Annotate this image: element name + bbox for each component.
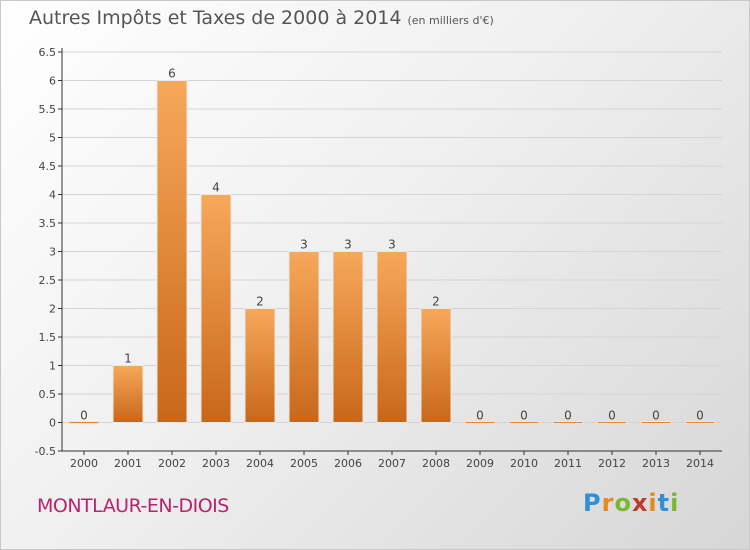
x-tick-label: 2006: [334, 457, 362, 470]
bar: [376, 251, 408, 423]
y-tick-label: 6: [49, 75, 56, 88]
x-tick-label: 2010: [510, 457, 538, 470]
y-tick-label: 1.5: [39, 331, 57, 344]
bar: [640, 421, 672, 424]
y-tick-label: 5.5: [39, 103, 57, 116]
commune-name: MONTLAUR-EN-DIOIS: [37, 495, 229, 517]
bar: [288, 251, 320, 423]
x-tick-label: 2000: [70, 457, 98, 470]
bar: [420, 308, 452, 423]
x-tick-label: 2014: [686, 457, 714, 470]
data-label: 3: [388, 238, 396, 252]
y-tick-label: 4: [49, 189, 56, 202]
y-tick-label: -0.5: [35, 445, 56, 458]
data-label: 2: [256, 295, 264, 309]
bar: [244, 308, 276, 423]
x-tick-label: 2004: [246, 457, 274, 470]
y-tick-label: 5: [49, 132, 56, 145]
y-tick-label: 3.5: [39, 217, 57, 230]
x-tick-label: 2013: [642, 457, 670, 470]
y-tick-label: 2: [49, 303, 56, 316]
x-tick-label: 2008: [422, 457, 450, 470]
data-label: 3: [300, 238, 308, 252]
y-tick-label: 6.5: [39, 46, 57, 59]
logo-letter: i: [670, 489, 680, 517]
y-tick-label: 2.5: [39, 274, 57, 287]
data-label: 0: [696, 409, 704, 423]
logo-letter: t: [657, 489, 671, 517]
data-label: 0: [476, 409, 484, 423]
x-tick-label: 2005: [290, 457, 318, 470]
bar: [112, 365, 144, 423]
logo-letter: i: [648, 489, 658, 517]
chart-title-unit: (en milliers d'€): [407, 14, 494, 27]
bar: [200, 194, 232, 423]
x-tick-label: 2009: [466, 457, 494, 470]
data-label: 0: [608, 409, 616, 423]
y-tick-label: 3: [49, 246, 56, 259]
y-tick-label: 0.5: [39, 388, 57, 401]
data-label: 0: [564, 409, 572, 423]
data-label: 0: [80, 409, 88, 423]
x-tick-label: 2012: [598, 457, 626, 470]
proxiti-logo: Proxiti: [583, 489, 679, 517]
data-label: 0: [652, 409, 660, 423]
x-tick-label: 2002: [158, 457, 186, 470]
bar: [332, 251, 364, 423]
bar: [552, 421, 584, 424]
bar: [156, 80, 188, 423]
x-tick-label: 2007: [378, 457, 406, 470]
data-label: 3: [344, 238, 352, 252]
logo-letter: x: [631, 489, 649, 517]
bar: [68, 421, 100, 424]
x-tick-label: 2011: [554, 457, 582, 470]
x-tick-label: 2003: [202, 457, 230, 470]
logo-letter: P: [583, 489, 602, 517]
bar: [508, 421, 540, 424]
data-label: 1: [124, 352, 132, 366]
bar: [596, 421, 628, 424]
data-label: 6: [168, 67, 176, 81]
y-tick-label: 0: [49, 417, 56, 430]
data-label: 0: [520, 409, 528, 423]
logo-letter: r: [601, 489, 615, 517]
bar: [684, 421, 716, 424]
y-tick-label: 1: [49, 360, 56, 373]
y-tick-label: 4.5: [39, 160, 57, 173]
bar: [464, 421, 496, 424]
data-label: 2: [432, 295, 440, 309]
x-tick-label: 2001: [114, 457, 142, 470]
chart-title-text: Autres Impôts et Taxes de 2000 à 2014: [29, 7, 402, 29]
data-label: 4: [212, 181, 220, 195]
logo-letter: o: [614, 489, 632, 517]
chart-title: Autres Impôts et Taxes de 2000 à 2014 (en…: [29, 7, 494, 29]
